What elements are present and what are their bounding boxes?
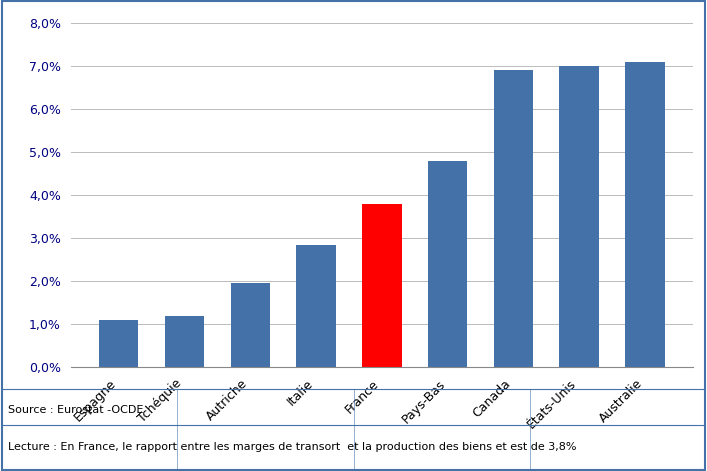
Bar bbox=[625, 62, 665, 367]
Bar bbox=[493, 70, 533, 367]
Bar bbox=[99, 320, 139, 367]
Bar bbox=[362, 203, 402, 367]
Bar bbox=[296, 244, 336, 367]
Bar bbox=[559, 66, 599, 367]
Text: Lecture : En France, le rapport entre les marges de transort  et la production d: Lecture : En France, le rapport entre le… bbox=[8, 442, 577, 453]
Text: Source : Eurostat -OCDE: Source : Eurostat -OCDE bbox=[8, 405, 144, 415]
Bar bbox=[165, 316, 204, 367]
Bar bbox=[230, 284, 270, 367]
Bar bbox=[428, 161, 467, 367]
